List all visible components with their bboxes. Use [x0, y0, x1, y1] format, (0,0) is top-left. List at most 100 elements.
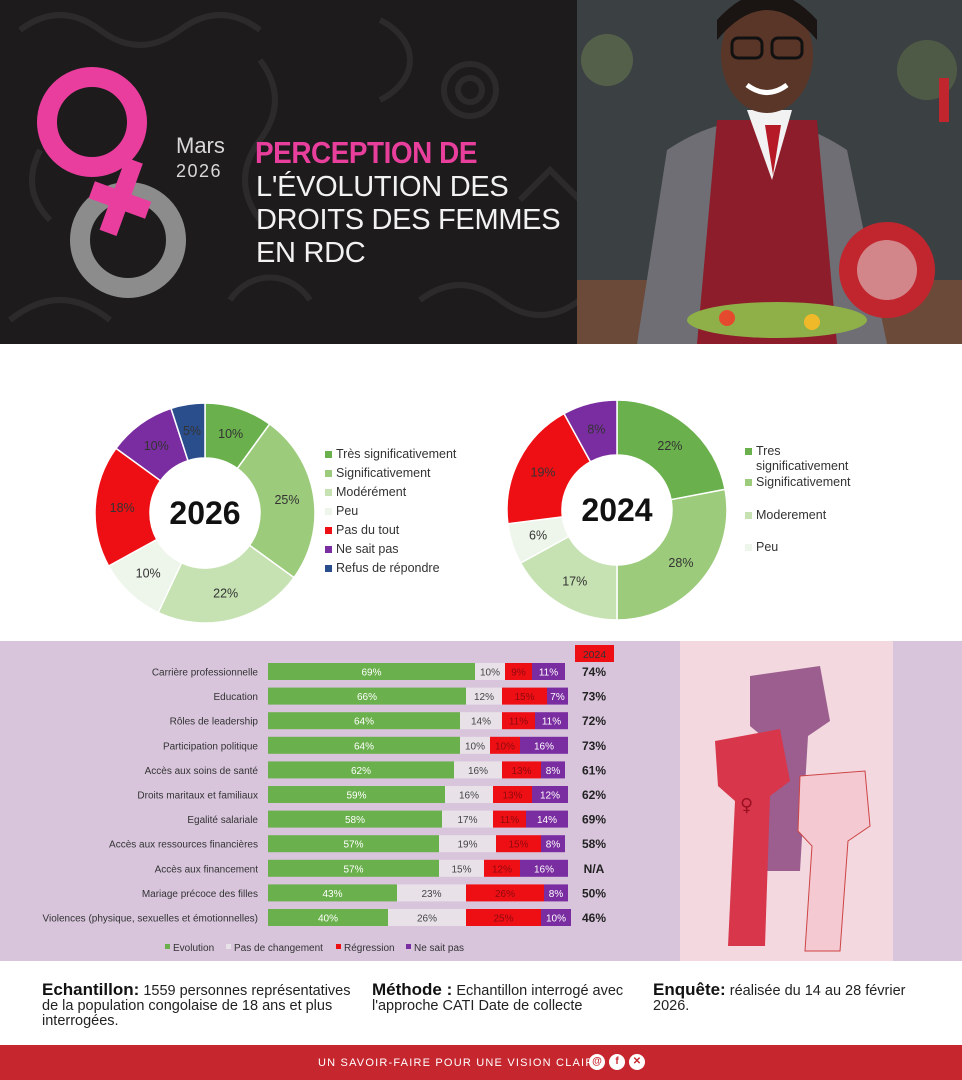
legend-label: Modérément	[336, 485, 407, 499]
bar-value-label: 10%	[546, 914, 566, 925]
bar-segment	[268, 909, 388, 926]
legend-swatch	[226, 944, 231, 949]
bar-value-label: 23%	[421, 889, 441, 900]
method-text: Echantillon interrogé avec l'approche CA…	[372, 983, 624, 1015]
bar-value-label: 64%	[354, 741, 374, 752]
donut-slice-label: 17%	[562, 574, 587, 588]
bar-segment	[268, 736, 460, 754]
bar-category-label: Egalité salariale	[187, 815, 258, 826]
bar-segment	[502, 761, 541, 779]
footer-tagline: UN SAVOIR-FAIRE POUR UNE VISION CLAIRE	[318, 1057, 603, 1069]
method-info: Méthode : Echantillon interrogé avec l'a…	[372, 981, 637, 1014]
bar-category-label: Mariage précoce des filles	[142, 889, 258, 900]
comparison-value: 73%	[582, 739, 606, 753]
bar-category-label: Carrière professionnelle	[152, 668, 259, 679]
bar-segment	[493, 810, 526, 828]
legend-swatch	[745, 448, 752, 455]
bar-value-label: 59%	[346, 791, 366, 802]
bar-value-label: 8%	[546, 766, 561, 777]
threads-icon[interactable]: @	[589, 1054, 605, 1070]
bar-value-label: 11%	[542, 717, 561, 728]
bar-value-label: 26%	[417, 914, 437, 925]
legend-swatch	[745, 544, 752, 551]
bar-value-label: 69%	[361, 668, 381, 679]
comparison-value: 73%	[582, 690, 606, 704]
bar-segment	[268, 859, 439, 877]
bar-segment	[388, 909, 466, 926]
bar-value-label: 57%	[343, 840, 363, 851]
comparison-header: 2024	[583, 649, 607, 661]
bar-value-label: 10%	[480, 668, 500, 679]
method-label: Méthode :	[372, 980, 453, 999]
bar-segment	[475, 663, 505, 680]
header-photo	[577, 0, 962, 344]
bar-value-label: 16%	[468, 766, 488, 777]
bar-segment	[526, 810, 568, 828]
x-icon[interactable]: ✕	[629, 1054, 645, 1070]
bar-value-label: 16%	[459, 791, 479, 802]
bar-segment	[520, 736, 568, 754]
bar-value-label: 11%	[539, 668, 558, 679]
donut-slice-label: 28%	[668, 556, 693, 570]
bar-value-label: 17%	[457, 815, 477, 826]
bar-segment	[502, 687, 547, 705]
bar-segment	[460, 736, 490, 754]
legend-label: Moderement	[756, 508, 827, 522]
bar-value-label: 13%	[511, 766, 531, 777]
bar-segment	[439, 835, 496, 853]
bar-value-label: 62%	[351, 766, 371, 777]
donut-slice-label: 22%	[213, 586, 238, 600]
bar-value-label: 11%	[500, 815, 519, 826]
comparison-value: 62%	[582, 788, 606, 802]
donut-slice	[616, 488, 727, 620]
donut-slice	[616, 400, 726, 501]
bar-segment	[268, 687, 466, 705]
legend-swatch	[325, 489, 332, 496]
legend-swatch	[325, 451, 332, 458]
legend-swatch	[325, 470, 332, 477]
donut-slice-label: 6%	[529, 529, 547, 543]
comparison-value: 74%	[582, 665, 606, 679]
legend-2026: Très significativement Significativement M…	[325, 447, 475, 587]
bar-segment	[484, 859, 520, 877]
legend-label: Significativement	[756, 475, 851, 489]
bar-segment	[268, 663, 475, 680]
legend-label: Pas du tout	[336, 523, 400, 537]
comparison-value: 69%	[582, 813, 606, 827]
legend-label: Pas de changement	[234, 943, 323, 954]
donut-slice-label: 19%	[531, 465, 556, 479]
legend-swatch	[745, 512, 752, 519]
bar-segment	[505, 663, 532, 680]
bar-value-label: 14%	[471, 717, 491, 728]
bar-category-label: Education	[214, 692, 258, 703]
bar-value-label: 11%	[509, 717, 528, 728]
header-banner: Mars 2026 PERCEPTION DE L'ÉVOLUTION DES …	[0, 0, 962, 344]
donut-center-label: 2024	[581, 492, 652, 528]
comparison-header-box	[575, 645, 614, 662]
bar-segment	[460, 712, 502, 730]
page-title-line: EN RDC	[256, 237, 366, 269]
bar-segment	[454, 761, 502, 779]
bar-segment	[520, 859, 568, 877]
methodology-info: Echantillon: 1559 personnes représentati…	[0, 961, 962, 1045]
survey-text: réalisée du 14 au 28 février 2026.	[653, 983, 906, 1015]
bar-segment	[268, 712, 460, 730]
gender-symbols-icon	[37, 67, 186, 298]
comparison-value: 58%	[582, 837, 606, 851]
footer-bar: UN SAVOIR-FAIRE POUR UNE VISION CLAIRE @…	[0, 1045, 962, 1080]
bar-segment	[445, 786, 493, 803]
facebook-icon[interactable]: f	[609, 1054, 625, 1070]
bar-segment	[268, 786, 445, 803]
legend-label: Refus de répondre	[336, 561, 440, 575]
donut-chart-2026: 10% 25% 22% 10% 18% 10% 5% 2026	[95, 403, 315, 623]
legend-label: Significativement	[336, 466, 431, 480]
legend-label: Très significativement	[336, 447, 457, 461]
donut-slice-label: 10%	[136, 567, 161, 581]
bar-value-label: 12%	[492, 864, 512, 875]
bar-value-label: 12%	[540, 791, 560, 802]
donut-slice-label: 8%	[587, 423, 605, 437]
legend-label: Régression	[344, 943, 395, 954]
donut-slice-label: 22%	[657, 439, 682, 453]
bar-segment	[541, 835, 565, 853]
bar-category-label: Accès aux financement	[155, 864, 259, 875]
